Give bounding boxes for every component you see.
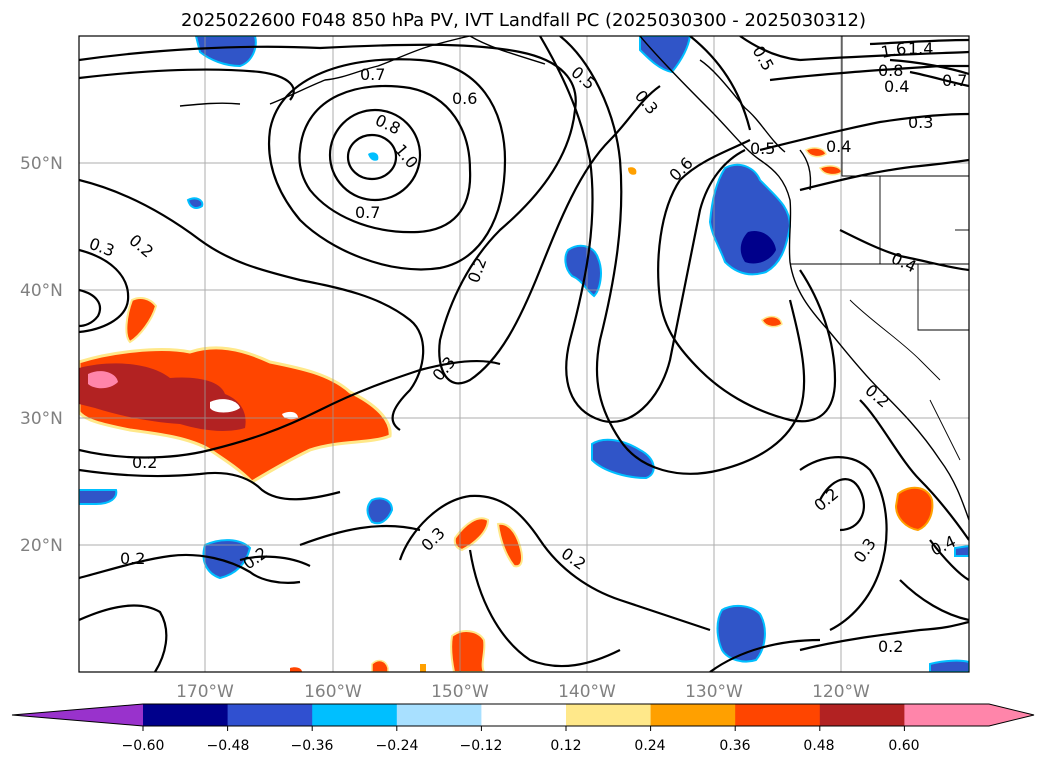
colorbar-extend-right [989,704,1034,726]
colorbar-segment [227,704,313,726]
colorbar-tick-label: 0.36 [719,738,750,754]
ivt-contours [79,36,969,672]
colorbar: −0.60 −0.48 −0.36 −0.24 −0.12 0.12 0.24 … [11,703,1035,754]
contour-label: 0.4 [884,77,909,96]
colorbar-extend-left [12,704,143,726]
colorbar-tick-label: −0.12 [460,738,503,754]
lat-axis: 50°N 40°N 30°N 20°N [20,154,63,556]
colorbar-segment [481,704,567,726]
contour-label: 1.4 [908,39,933,58]
colorbar-segment [735,704,821,726]
contour-label: 0.7 [355,203,380,222]
colorbar-segment [143,704,229,726]
colorbar-tick-label: 0.48 [803,738,834,754]
colorbar-segments [12,704,1034,726]
colorbar-tick-label: 0.60 [888,738,919,754]
colorbar-segment [650,704,736,726]
colorbar-labels: −0.60 −0.48 −0.36 −0.24 −0.12 0.12 0.24 … [122,738,920,754]
colorbar-tick-label: 0.12 [550,738,581,754]
contour-label: 0.7 [360,65,385,84]
lon-label-150w: 150°W [431,682,489,702]
colorbar-ticks [142,726,905,731]
graticule [79,36,969,672]
map-frame [78,35,970,673]
positive-anomaly-core [79,363,246,431]
positive-anomaly-peak [88,371,118,389]
colorbar-segment [904,704,990,726]
map-plot: 0.7 0.6 0.8 1.0 0.7 0.5 0.3 0.5 1.4 1.6 … [79,36,969,672]
lon-label-160w: 160°W [304,682,362,702]
colorbar-tick-label: −0.24 [376,738,419,754]
coastlines [179,36,969,521]
lat-label-30n: 30°N [20,409,63,429]
map-title: 2025022600 F048 850 hPa PV, IVT Landfall… [180,10,867,31]
contour-label: 0.6 [452,89,477,108]
lon-label-140w: 140°W [558,682,616,702]
lat-label-50n: 50°N [20,154,63,174]
contour-label: 0.3 [908,113,933,132]
colorbar-tick-label: −0.36 [291,738,334,754]
colorbar-segment [819,704,905,726]
negative-anomaly-north [194,36,257,68]
colorbar-tick-label: −0.60 [122,738,165,754]
lat-label-20n: 20°N [20,536,63,556]
contour-label: 0.5 [750,139,775,158]
contour-label: 0.8 [878,61,903,80]
colorbar-tick-label: 0.24 [634,738,665,754]
lon-label-170w: 170°W [176,682,234,702]
contour-label: 0.2 [120,549,145,568]
colorbar-segment [396,704,482,726]
colorbar-segment [312,704,398,726]
lon-axis: 170°W 160°W 150°W 140°W 130°W 120°W [176,682,870,702]
contour-label: 0.2 [878,637,903,656]
shading-layer [79,36,969,672]
contour-label: 0.7 [942,71,967,90]
colorbar-segment [566,704,652,726]
lon-label-120w: 120°W [812,682,870,702]
contour-label: 1.6 [879,39,907,62]
contour-label: 0.2 [132,453,157,472]
contour-label: 0.4 [826,137,851,156]
lat-label-40n: 40°N [20,281,63,301]
lon-label-130w: 130°W [685,682,743,702]
colorbar-tick-label: −0.48 [207,738,250,754]
